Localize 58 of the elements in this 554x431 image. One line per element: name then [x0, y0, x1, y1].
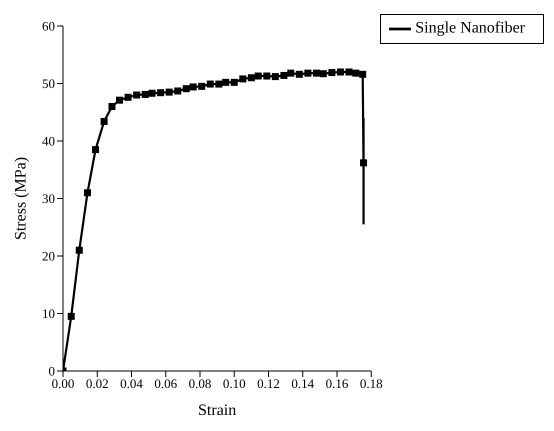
point — [215, 80, 222, 88]
point — [312, 70, 320, 77]
point — [230, 78, 238, 86]
x-tick-label: 0.00 — [52, 376, 74, 392]
x-tick-label: 0.04 — [120, 376, 144, 392]
point — [345, 68, 352, 76]
y-tick-label: 60 — [42, 18, 55, 34]
x-tick-label: 0.14 — [291, 376, 315, 392]
point — [272, 73, 279, 80]
point — [166, 88, 173, 96]
x-axis-title: Strain — [198, 402, 236, 419]
x-tick-label: 0.12 — [257, 376, 280, 392]
point — [254, 72, 262, 80]
point — [320, 70, 327, 78]
point — [359, 70, 366, 78]
x-tick-label: 0.10 — [222, 376, 246, 392]
point — [92, 146, 100, 154]
y-tick-label: 50 — [42, 76, 55, 92]
point — [148, 90, 156, 97]
point — [182, 85, 190, 92]
point — [100, 118, 108, 125]
y-tick-label: 20 — [42, 248, 55, 264]
point — [108, 103, 116, 110]
point — [133, 92, 140, 98]
point — [287, 70, 294, 77]
point — [190, 83, 197, 90]
point — [360, 159, 368, 166]
legend-label: Single Nanofiber — [415, 20, 525, 37]
point — [248, 74, 255, 82]
point — [263, 72, 270, 80]
x-tick-label: 0.08 — [188, 376, 212, 392]
point — [206, 80, 214, 88]
point — [142, 90, 149, 98]
x-tick-label: 0.16 — [326, 376, 349, 392]
point — [68, 312, 75, 320]
y-tick-label: 40 — [42, 134, 55, 149]
y-tick-label: 0 — [48, 364, 55, 379]
point — [328, 69, 336, 76]
y-axis-title: Stress (MPa) — [12, 156, 30, 240]
point — [222, 78, 230, 86]
x-tick-label: 0.02 — [86, 376, 109, 392]
y-tick-label: 30 — [42, 191, 55, 206]
point — [76, 246, 83, 254]
y-tick-label: 10 — [42, 306, 55, 322]
point — [304, 70, 312, 77]
x-tick-label: 0.18 — [360, 376, 383, 392]
point — [174, 87, 182, 94]
point — [84, 189, 91, 196]
point — [124, 94, 132, 101]
point — [239, 75, 246, 82]
point — [116, 96, 124, 104]
point — [296, 70, 303, 78]
point — [157, 89, 164, 96]
x-tick-label: 0.06 — [154, 376, 178, 392]
point — [198, 82, 206, 90]
point — [280, 72, 288, 79]
point — [352, 70, 360, 77]
point — [336, 68, 344, 76]
